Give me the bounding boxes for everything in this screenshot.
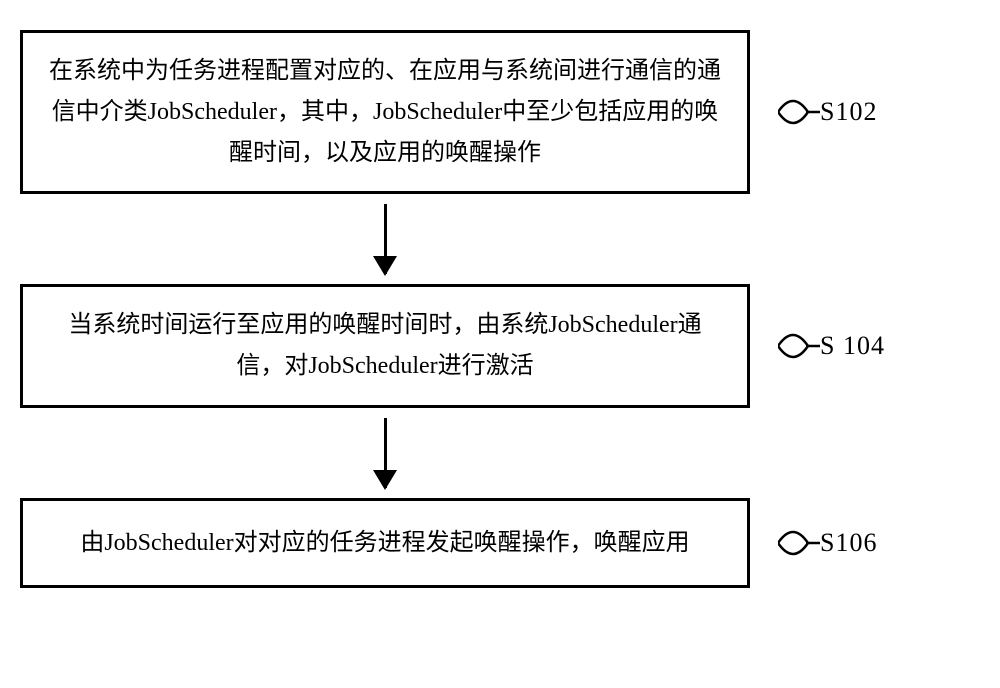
step-label-wrap: S106	[778, 516, 877, 570]
flow-step-row: 当系统时间运行至应用的唤醒时间时，由系统JobScheduler通信，对JobS…	[20, 284, 980, 408]
flow-step-box: 由JobScheduler对对应的任务进程发起唤醒操作，唤醒应用	[20, 498, 750, 588]
flow-step-row: 由JobScheduler对对应的任务进程发起唤醒操作，唤醒应用 S106	[20, 498, 980, 588]
step-label-wrap: S102	[778, 85, 877, 139]
step-label: S102	[820, 97, 877, 127]
flow-arrow	[20, 194, 750, 284]
arrow-line	[384, 204, 387, 274]
arrow-head-icon	[373, 256, 397, 276]
flowchart-container: 在系统中为任务进程配置对应的、在应用与系统间进行通信的通信中介类JobSched…	[20, 30, 980, 588]
step-label: S106	[820, 528, 877, 558]
flow-step-box: 在系统中为任务进程配置对应的、在应用与系统间进行通信的通信中介类JobSched…	[20, 30, 750, 194]
flow-step-text: 在系统中为任务进程配置对应的、在应用与系统间进行通信的通信中介类JobSched…	[47, 51, 723, 173]
connector-curve-icon	[778, 85, 820, 139]
flow-step-box: 当系统时间运行至应用的唤醒时间时，由系统JobScheduler通信，对JobS…	[20, 284, 750, 408]
flow-arrow	[20, 408, 750, 498]
connector-curve-icon	[778, 516, 820, 570]
step-label-wrap: S 104	[778, 319, 885, 373]
flow-step-text: 当系统时间运行至应用的唤醒时间时，由系统JobScheduler通信，对JobS…	[47, 305, 723, 387]
flow-step-text: 由JobScheduler对对应的任务进程发起唤醒操作，唤醒应用	[80, 523, 689, 564]
arrow-head-icon	[373, 470, 397, 490]
connector-curve-icon	[778, 319, 820, 373]
flow-step-row: 在系统中为任务进程配置对应的、在应用与系统间进行通信的通信中介类JobSched…	[20, 30, 980, 194]
step-label: S 104	[820, 331, 885, 361]
arrow-line	[384, 418, 387, 488]
